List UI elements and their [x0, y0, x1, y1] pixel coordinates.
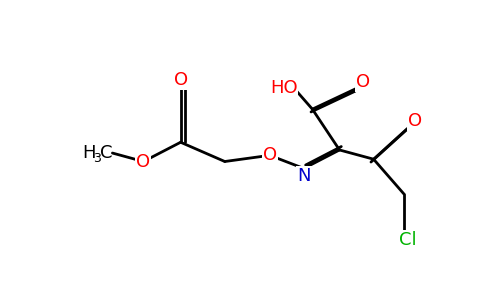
- Text: HO: HO: [270, 80, 298, 98]
- Text: O: O: [356, 73, 370, 91]
- Text: O: O: [263, 146, 277, 164]
- Text: O: O: [174, 71, 188, 89]
- Text: 3: 3: [93, 152, 101, 165]
- Text: C: C: [100, 144, 112, 162]
- Text: H: H: [82, 144, 96, 162]
- Text: N: N: [297, 167, 311, 185]
- Text: O: O: [136, 152, 151, 170]
- Text: O: O: [408, 112, 423, 130]
- Text: Cl: Cl: [399, 231, 417, 249]
